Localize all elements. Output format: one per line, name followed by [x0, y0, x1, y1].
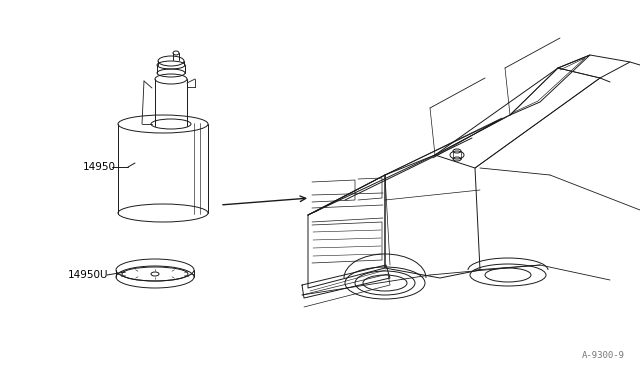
Text: 14950U: 14950U: [68, 270, 109, 280]
FancyBboxPatch shape: [118, 124, 208, 213]
Text: A-9300-9: A-9300-9: [582, 352, 625, 360]
Text: 14950: 14950: [83, 162, 116, 172]
